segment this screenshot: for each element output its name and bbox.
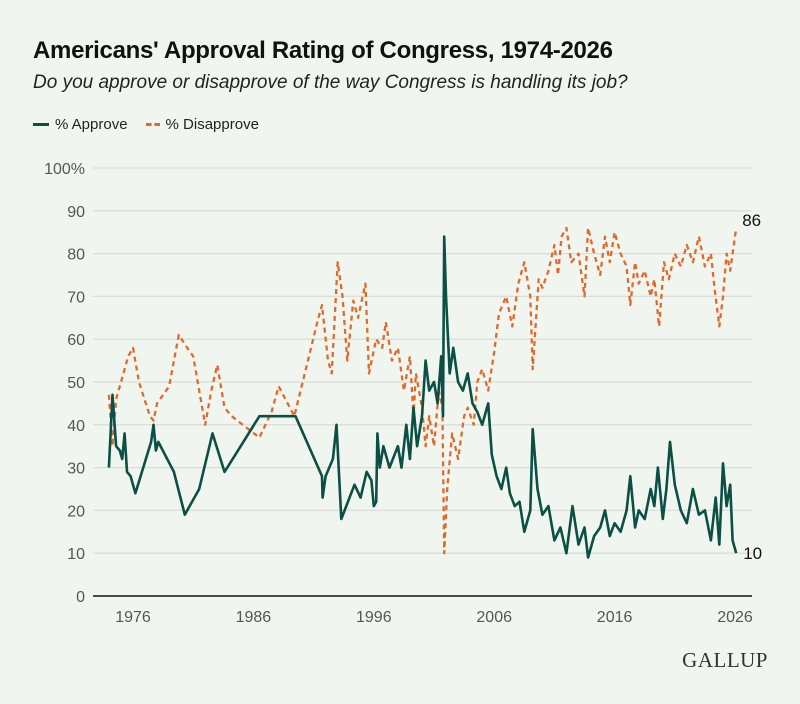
legend-label-approve: % Approve (55, 116, 128, 133)
y-tick-label: 10 (67, 546, 85, 563)
y-tick-label: 80 (67, 247, 85, 264)
legend-label-disapprove: % Disapprove (165, 116, 259, 133)
chart-subtitle: Do you approve or disapprove of the way … (33, 72, 628, 93)
y-tick-label: 90 (67, 204, 85, 221)
chart-title: Americans' Approval Rating of Congress, … (33, 37, 613, 64)
legend: % Approve % Disapprove (33, 116, 259, 133)
y-tick-label: 100% (44, 161, 85, 178)
y-tick-label: 0 (76, 589, 85, 606)
end-label-approve: 10 (743, 544, 762, 563)
legend-swatch-disapprove (145, 123, 160, 126)
y-tick-label: 30 (67, 461, 85, 478)
approve-line (107, 235, 738, 559)
x-tick-label: 1996 (356, 609, 392, 626)
end-label-disapprove: 86 (742, 211, 761, 230)
y-tick-label: 40 (67, 418, 85, 435)
x-tick-label: 2006 (476, 609, 512, 626)
disapprove-line (107, 226, 738, 555)
x-tick-label: 2016 (597, 609, 633, 626)
y-tick-label: 70 (67, 289, 85, 306)
x-tick-label: 1986 (236, 609, 272, 626)
gallup-logo: GALLUP (682, 648, 768, 672)
legend-swatch-approve (33, 123, 49, 126)
y-tick-label: 60 (67, 332, 85, 349)
y-tick-label: 50 (67, 375, 85, 392)
x-tick-label: 2026 (717, 609, 753, 626)
x-tick-label: 1976 (115, 609, 151, 626)
y-tick-label: 20 (67, 503, 85, 520)
